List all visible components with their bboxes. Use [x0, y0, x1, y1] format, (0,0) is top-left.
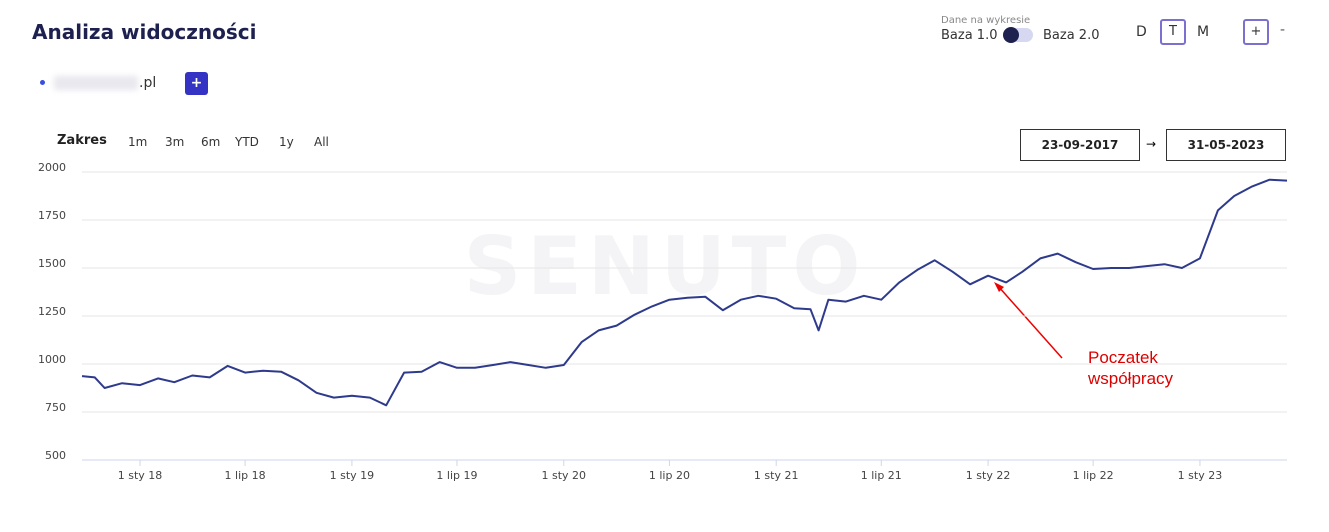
- data-label: Dane na wykresie: [941, 15, 1031, 26]
- range-option[interactable]: 1y: [279, 135, 294, 149]
- x-tick-label: 1 lip 21: [861, 469, 902, 482]
- range-option[interactable]: All: [314, 135, 329, 149]
- x-tick-label: 1 sty 21: [754, 469, 799, 482]
- y-tick-label: 1750: [38, 209, 66, 222]
- x-tick-label: 1 lip 22: [1073, 469, 1114, 482]
- annotation-arrow: [997, 285, 1063, 359]
- annotation: Poczatek współpracy: [1088, 348, 1174, 388]
- watermark: SENUTO: [464, 220, 867, 313]
- y-tick-label: 500: [45, 449, 66, 462]
- date-arrow: →: [1146, 137, 1157, 151]
- period-button[interactable]: M: [1197, 24, 1210, 40]
- annotation-arrowhead: [994, 282, 1004, 292]
- period-button[interactable]: T: [1160, 19, 1186, 45]
- toggle[interactable]: [1003, 27, 1033, 43]
- y-tick-label: 2000: [38, 161, 66, 174]
- add-button[interactable]: +: [185, 72, 208, 95]
- page-title: Analiza widoczności: [32, 20, 257, 44]
- x-tick-label: 1 sty 20: [541, 469, 586, 482]
- toggle-knob: [1003, 27, 1019, 43]
- series-line: [81, 178, 1288, 407]
- y-tick-label: 1000: [38, 353, 66, 366]
- range-option[interactable]: 6m: [201, 135, 221, 149]
- range-label: Zakres: [57, 133, 107, 148]
- blurred-domain: [54, 76, 138, 90]
- range-option[interactable]: 3m: [165, 135, 185, 149]
- date-to[interactable]: 31-05-2023: [1166, 129, 1286, 161]
- y-tick-label: 750: [45, 401, 66, 414]
- zoom-in[interactable]: +: [1243, 19, 1269, 45]
- x-tick-label: 1 sty 19: [330, 469, 375, 482]
- x-tick-label: 1 sty 18: [118, 469, 163, 482]
- zoom-out[interactable]: -: [1280, 22, 1286, 38]
- y-tick-label: 1250: [38, 305, 66, 318]
- x-tick-label: 1 sty 22: [966, 469, 1011, 482]
- x-tick-label: 1 lip 18: [225, 469, 266, 482]
- legend-dot: [40, 80, 45, 85]
- date-from[interactable]: 23-09-2017: [1020, 129, 1140, 161]
- range-option[interactable]: YTD: [235, 135, 259, 149]
- y-tick-label: 1500: [38, 257, 66, 270]
- legend-label: .pl: [139, 75, 157, 91]
- base-option[interactable]: Baza 1.0: [941, 28, 998, 43]
- period-button[interactable]: D: [1136, 24, 1147, 40]
- x-tick-label: 1 sty 23: [1178, 469, 1223, 482]
- x-tick-label: 1 lip 19: [436, 469, 477, 482]
- range-option[interactable]: 1m: [128, 135, 148, 149]
- x-tick-label: 1 lip 20: [649, 469, 690, 482]
- base-option[interactable]: Baza 2.0: [1043, 28, 1100, 43]
